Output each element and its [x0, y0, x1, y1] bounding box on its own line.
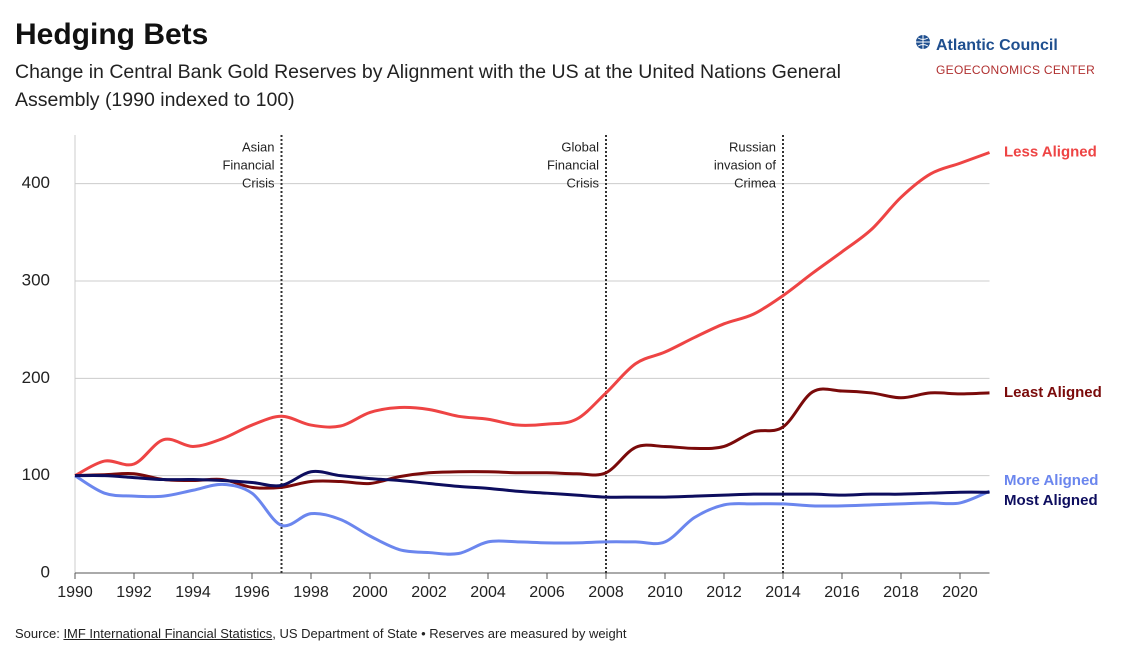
source-link[interactable]: IMF International Financial Statistics: [63, 626, 273, 641]
x-tick-label: 2008: [588, 584, 624, 601]
x-tick-label: 2002: [411, 584, 447, 601]
event-label: Crimea: [734, 175, 777, 190]
x-tick-label: 1990: [57, 584, 93, 601]
source: Source: IMF International Financial Stat…: [15, 626, 627, 641]
source-label: Source:: [15, 626, 60, 641]
x-tick-label: 1998: [293, 584, 329, 601]
x-tick-label: 2010: [647, 584, 683, 601]
y-tick-label: 200: [22, 368, 50, 387]
event-label: Financial: [222, 157, 274, 172]
event-label: Asian: [242, 139, 275, 154]
x-tick-label: 2018: [883, 584, 919, 601]
x-tick-label: 1994: [175, 584, 211, 601]
logo-center: GEOECONOMICS CENTER: [936, 63, 1096, 77]
x-tick-label: 2014: [765, 584, 801, 601]
x-tick-label: 2004: [470, 584, 506, 601]
line: [74, 474, 991, 556]
event-label: Crisis: [242, 175, 275, 190]
y-tick-label: 0: [41, 562, 50, 581]
series-label: More Aligned: [1004, 472, 1098, 489]
x-tick-label: 2000: [352, 584, 388, 601]
y-tick-label: 400: [22, 173, 50, 192]
x-tick-label: 2012: [706, 584, 742, 601]
chart-title: Hedging Bets: [15, 18, 209, 51]
logo-name: Atlantic Council: [936, 37, 1058, 54]
x-tick-label: 1996: [234, 584, 270, 601]
event-label: Russian: [729, 139, 776, 154]
y-tick-label: 300: [22, 270, 50, 289]
x-tick-label: 2006: [529, 584, 565, 601]
event-label: Global: [561, 139, 599, 154]
series-label: Least Aligned: [1004, 384, 1102, 401]
series-label: Most Aligned: [1004, 492, 1098, 509]
x-tick-label: 2016: [824, 584, 860, 601]
x-tick-label: 1992: [116, 584, 152, 601]
logo-icon: [916, 35, 930, 49]
x-tick-label: 2020: [942, 584, 978, 601]
series-label: Less Aligned: [1004, 143, 1097, 160]
line: [74, 151, 991, 478]
source-rest: , US Department of State • Reserves are …: [272, 626, 627, 641]
chart-subtitle: Change in Central Bank Gold Reserves by …: [15, 61, 841, 111]
line: [74, 387, 990, 490]
event-label: invasion of: [714, 157, 777, 172]
line: [74, 469, 990, 499]
event-label: Financial: [547, 157, 599, 172]
y-tick-label: 100: [22, 465, 50, 484]
event-label: Crisis: [567, 175, 600, 190]
